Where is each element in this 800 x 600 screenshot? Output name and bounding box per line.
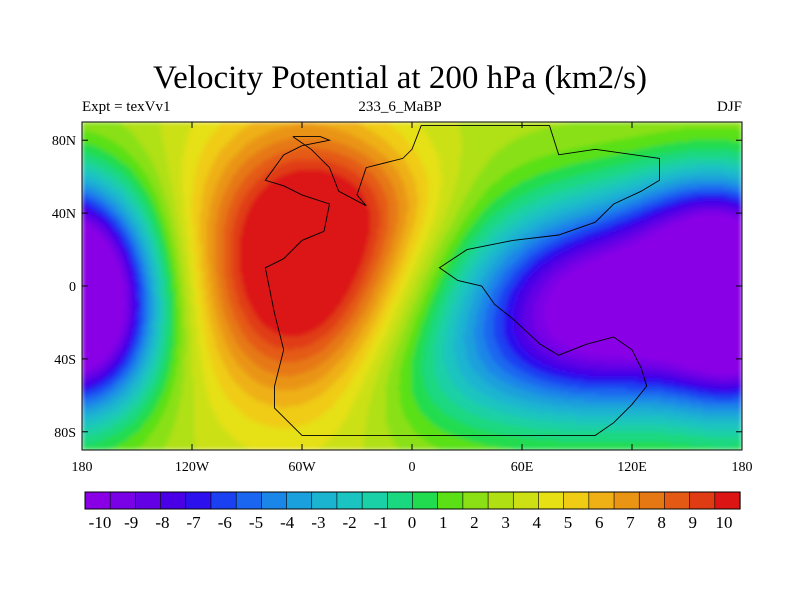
colorbar-label: -9 bbox=[124, 513, 138, 532]
colorbar-frame bbox=[84, 491, 741, 510]
colorbar-swatch bbox=[563, 491, 590, 510]
colorbar-swatch bbox=[235, 491, 262, 510]
x-tick-label: 180 bbox=[72, 460, 93, 475]
season-label: DJF bbox=[716, 99, 742, 115]
continent-outline bbox=[264, 125, 660, 436]
x-tick-label: 60E bbox=[511, 460, 534, 475]
colorbar-swatch bbox=[714, 491, 741, 510]
colorbar-label: -10 bbox=[89, 513, 112, 532]
colorbar-swatch bbox=[538, 491, 565, 510]
colorbar-swatch bbox=[487, 491, 514, 510]
colorbar-swatch bbox=[84, 491, 111, 510]
x-tick-label: 180 bbox=[732, 460, 753, 475]
colorbar-swatch bbox=[613, 491, 640, 510]
x-tick-label: 120W bbox=[175, 460, 210, 475]
colorbar-label: 1 bbox=[439, 513, 448, 532]
colorbar-label: 3 bbox=[501, 513, 510, 532]
colorbar-label: -6 bbox=[218, 513, 232, 532]
colorbar-swatch bbox=[387, 491, 414, 510]
colorbar-label: 0 bbox=[408, 513, 417, 532]
y-tick-label: 80S bbox=[54, 426, 76, 441]
colorbar-label: 4 bbox=[533, 513, 542, 532]
colorbar-swatch bbox=[135, 491, 162, 510]
colorbar-label: -2 bbox=[343, 513, 357, 532]
colorbar-swatch bbox=[689, 491, 716, 510]
colorbar-label: -7 bbox=[187, 513, 202, 532]
colorbar-label: -3 bbox=[311, 513, 325, 532]
colorbar-swatch bbox=[109, 491, 136, 510]
colorbar-swatch bbox=[462, 491, 489, 510]
colorbar-swatch bbox=[311, 491, 338, 510]
colorbar-label: 7 bbox=[626, 513, 635, 532]
colorbar-swatch bbox=[210, 491, 237, 510]
colorbar-swatch bbox=[437, 491, 464, 510]
x-tick-label: 120E bbox=[617, 460, 647, 475]
continent-outline-layer bbox=[264, 125, 660, 436]
colorbar-swatch bbox=[336, 491, 363, 510]
colorbar-label: -8 bbox=[155, 513, 169, 532]
y-tick-label: 40N bbox=[52, 207, 76, 222]
colorbar-label: 9 bbox=[689, 513, 698, 532]
experiment-label: Expt = texVv1 bbox=[82, 99, 171, 115]
colorbar-swatch bbox=[512, 491, 540, 510]
colorbar-swatch bbox=[638, 491, 666, 510]
colorbar-swatch bbox=[286, 491, 313, 510]
case-label: 233_6_MaBP bbox=[358, 99, 442, 115]
colorbar-swatch bbox=[664, 491, 691, 510]
colorbar-label: 5 bbox=[564, 513, 573, 532]
colorbar-swatch bbox=[361, 491, 388, 510]
colorbar-label: 8 bbox=[657, 513, 666, 532]
map-axes: 180 120W 60W 0 60E 120E 180 80N 40N 0 40S 80S bbox=[52, 122, 753, 475]
x-tick-label: 60W bbox=[288, 460, 316, 475]
y-tick-label: 0 bbox=[69, 280, 76, 295]
colorbar-label: -4 bbox=[280, 513, 295, 532]
colorbar-label: 10 bbox=[716, 513, 733, 532]
velocity-potential-field bbox=[82, 122, 742, 450]
y-tick-label: 40S bbox=[54, 353, 76, 368]
colorbar-swatch bbox=[185, 491, 212, 510]
colorbar-swatch bbox=[160, 491, 187, 510]
colorbar-swatch bbox=[261, 491, 288, 510]
chart-title: Velocity Potential at 200 hPa (km2/s) bbox=[152, 60, 648, 96]
colorbar-label: -1 bbox=[374, 513, 388, 532]
colorbar-swatch bbox=[412, 491, 439, 510]
velocity-potential-raster bbox=[82, 122, 742, 450]
colorbar-label: 6 bbox=[595, 513, 604, 532]
colorbar-swatch bbox=[588, 491, 615, 510]
colorbar-label: -5 bbox=[249, 513, 263, 532]
colorbar-label: 2 bbox=[470, 513, 479, 532]
x-tick-label: 0 bbox=[409, 460, 416, 475]
colorbar: -10 -9 -8 -7 -6 -5 -4 -3 -2 -1 0 1 2 3 4 5 6 7 8 9 10 bbox=[84, 491, 741, 532]
y-tick-label: 80N bbox=[52, 134, 76, 149]
